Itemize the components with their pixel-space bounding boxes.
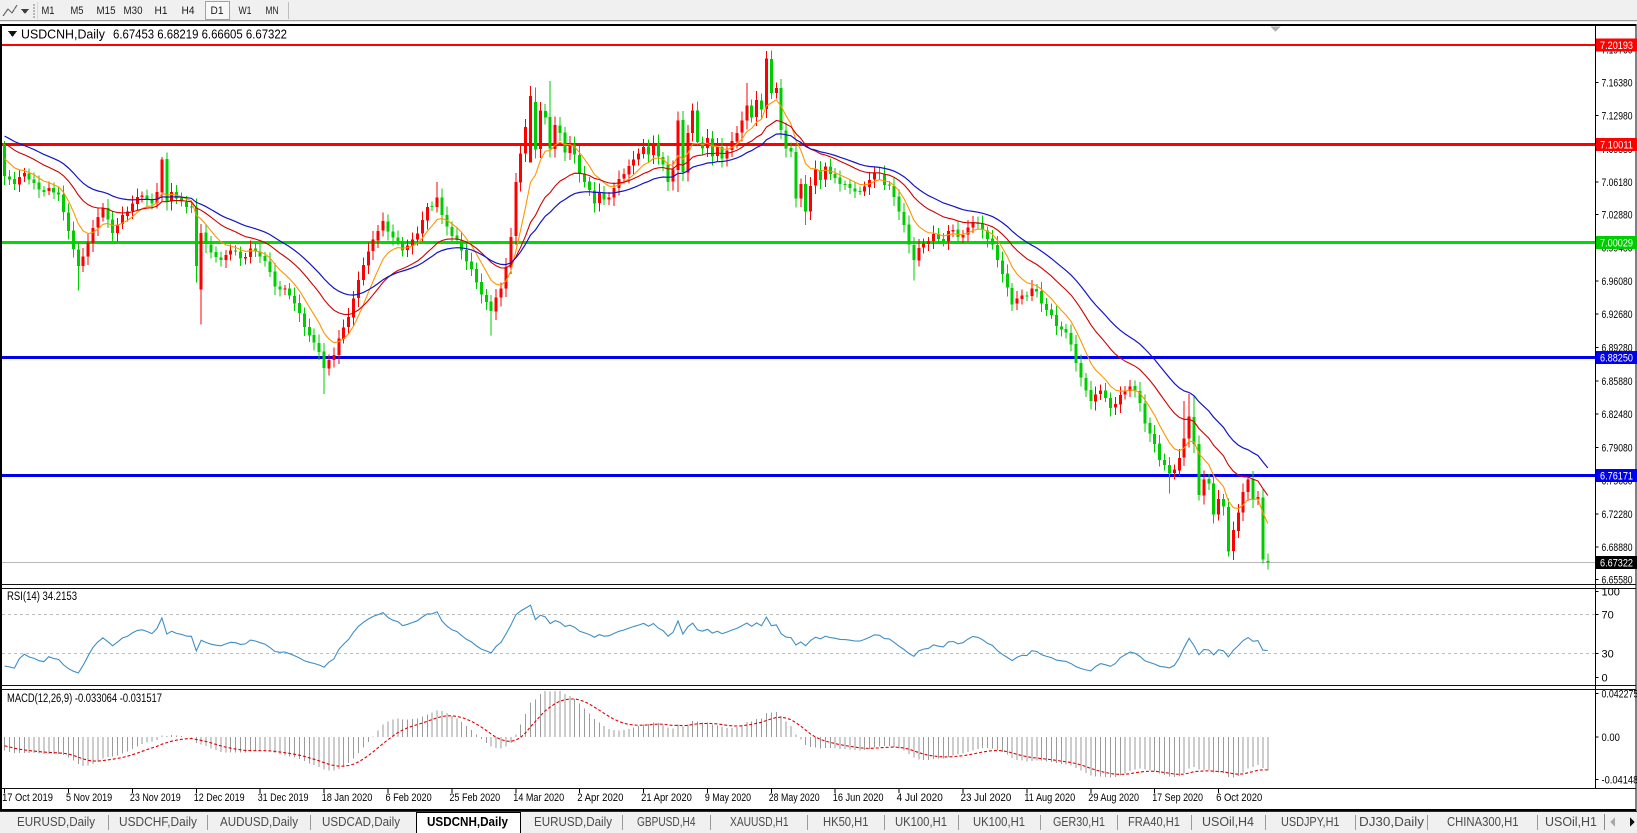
svg-text:6.82480: 6.82480 <box>1602 409 1633 421</box>
svg-text:7.12980: 7.12980 <box>1602 111 1633 123</box>
svg-text:18 Jan 2020: 18 Jan 2020 <box>322 792 373 804</box>
svg-text:2 Apr 2020: 2 Apr 2020 <box>577 792 623 804</box>
svg-text:GER30,H1: GER30,H1 <box>1053 815 1105 829</box>
svg-text:14 Mar 2020: 14 Mar 2020 <box>513 792 564 804</box>
svg-text:6.76171: 6.76171 <box>1600 471 1633 483</box>
svg-text:7.16380: 7.16380 <box>1602 77 1633 89</box>
svg-text:6.88250: 6.88250 <box>1600 353 1633 365</box>
svg-text:W1: W1 <box>239 5 252 17</box>
svg-text:31 Dec 2019: 31 Dec 2019 <box>258 792 309 804</box>
svg-text:16 Jun 2020: 16 Jun 2020 <box>833 792 884 804</box>
svg-text:9 May 2020: 9 May 2020 <box>705 792 751 804</box>
svg-text:EURUSD,Daily: EURUSD,Daily <box>534 815 613 829</box>
svg-text:5 Nov 2019: 5 Nov 2019 <box>66 792 112 804</box>
svg-text:0.00: 0.00 <box>1602 732 1620 744</box>
svg-text:6 Feb 2020: 6 Feb 2020 <box>386 792 432 804</box>
svg-text:7.10011: 7.10011 <box>1600 140 1633 152</box>
svg-text:H4: H4 <box>182 5 195 17</box>
svg-text:6.85880: 6.85880 <box>1602 376 1633 388</box>
svg-text:6.92680: 6.92680 <box>1602 309 1633 321</box>
svg-text:UK100,H1: UK100,H1 <box>973 815 1025 829</box>
svg-text:0: 0 <box>1602 673 1608 685</box>
svg-text:MN: MN <box>266 5 279 17</box>
svg-text:-0.04148: -0.04148 <box>1602 775 1637 787</box>
svg-text:USDCNH,Daily: USDCNH,Daily <box>427 815 508 829</box>
svg-text:AUDUSD,Daily: AUDUSD,Daily <box>220 815 299 829</box>
svg-text:100: 100 <box>1602 587 1620 599</box>
svg-text:12 Dec 2019: 12 Dec 2019 <box>194 792 245 804</box>
svg-text:MACD(12,26,9) -0.033064 -0.031: MACD(12,26,9) -0.033064 -0.031517 <box>7 693 162 705</box>
svg-text:0.042275: 0.042275 <box>1602 689 1637 701</box>
svg-text:25 Feb 2020: 25 Feb 2020 <box>449 792 500 804</box>
svg-text:USOil,H4: USOil,H4 <box>1202 815 1254 829</box>
svg-text:6.67322: 6.67322 <box>1600 557 1633 569</box>
svg-text:USDJPY,H1: USDJPY,H1 <box>1281 815 1340 829</box>
svg-text:4 Jul 2020: 4 Jul 2020 <box>897 792 943 804</box>
svg-text:6.67453 6.68219 6.66605 6.6732: 6.67453 6.68219 6.66605 6.67322 <box>113 28 287 42</box>
svg-text:6.65580: 6.65580 <box>1602 574 1633 586</box>
svg-text:USOil,H1: USOil,H1 <box>1545 815 1597 829</box>
svg-text:6.72280: 6.72280 <box>1602 509 1633 521</box>
svg-text:6.96080: 6.96080 <box>1602 276 1633 288</box>
svg-text:21 Apr 2020: 21 Apr 2020 <box>641 792 692 804</box>
svg-text:11 Aug 2020: 11 Aug 2020 <box>1024 792 1075 804</box>
svg-text:30: 30 <box>1602 649 1614 661</box>
svg-text:28 May 2020: 28 May 2020 <box>769 792 820 804</box>
svg-text:XAUUSD,H1: XAUUSD,H1 <box>730 815 789 829</box>
svg-text:70: 70 <box>1602 610 1614 622</box>
svg-text:GBPUSD,H4: GBPUSD,H4 <box>637 815 696 829</box>
svg-text:6.68880: 6.68880 <box>1602 542 1633 554</box>
svg-text:7.20193: 7.20193 <box>1600 40 1633 52</box>
svg-text:17 Sep 2020: 17 Sep 2020 <box>1152 792 1203 804</box>
svg-text:M15: M15 <box>97 5 116 17</box>
svg-text:23 Nov 2019: 23 Nov 2019 <box>130 792 181 804</box>
svg-text:USDCNH,Daily: USDCNH,Daily <box>21 28 106 42</box>
svg-text:USDCAD,Daily: USDCAD,Daily <box>322 815 401 829</box>
svg-text:29 Aug 2020: 29 Aug 2020 <box>1088 792 1139 804</box>
svg-text:CHINA300,H1: CHINA300,H1 <box>1447 815 1519 829</box>
svg-text:17 Oct 2019: 17 Oct 2019 <box>2 792 53 804</box>
svg-text:HK50,H1: HK50,H1 <box>823 815 869 829</box>
svg-text:USDCHF,Daily: USDCHF,Daily <box>119 815 198 829</box>
svg-text:EURUSD,Daily: EURUSD,Daily <box>17 815 96 829</box>
svg-text:7.02880: 7.02880 <box>1602 210 1633 222</box>
svg-text:DJ30,Daily: DJ30,Daily <box>1359 815 1425 829</box>
svg-text:6 Oct 2020: 6 Oct 2020 <box>1216 792 1262 804</box>
svg-text:7.00029: 7.00029 <box>1600 237 1633 249</box>
svg-text:RSI(14) 34.2153: RSI(14) 34.2153 <box>7 591 77 603</box>
svg-text:FRA40,H1: FRA40,H1 <box>1128 815 1180 829</box>
svg-text:7.06180: 7.06180 <box>1602 177 1633 189</box>
svg-text:M5: M5 <box>71 5 84 17</box>
svg-text:M1: M1 <box>42 5 55 17</box>
svg-text:23 Jul 2020: 23 Jul 2020 <box>961 792 1012 804</box>
svg-text:H1: H1 <box>155 5 168 17</box>
svg-text:D1: D1 <box>211 5 224 17</box>
svg-text:UK100,H1: UK100,H1 <box>895 815 947 829</box>
svg-text:M30: M30 <box>124 5 143 17</box>
svg-text:6.79080: 6.79080 <box>1602 442 1633 454</box>
